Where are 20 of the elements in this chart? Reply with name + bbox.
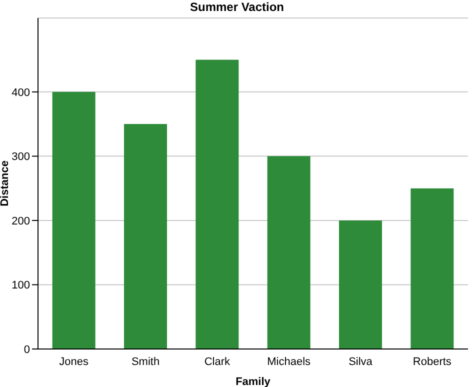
y-tick-label: 300 bbox=[12, 151, 30, 164]
y-axis-title: Distance bbox=[0, 160, 11, 206]
x-tick-label: Smith bbox=[131, 356, 160, 368]
x-tick-label: Silva bbox=[348, 356, 374, 368]
x-tick-label: Jones bbox=[59, 356, 90, 368]
x-tick-label: Roberts bbox=[412, 356, 452, 368]
x-tick-label: Michaels bbox=[267, 356, 312, 368]
y-tick-label: 400 bbox=[12, 86, 30, 99]
bar bbox=[410, 188, 454, 349]
bar bbox=[52, 92, 96, 349]
x-tick-label: Clark bbox=[204, 356, 230, 368]
bar bbox=[196, 60, 239, 349]
y-tick-label: 100 bbox=[12, 280, 30, 292]
chart-title: Summer Vaction bbox=[188, 0, 286, 14]
bar bbox=[267, 156, 310, 349]
x-axis-title: Family bbox=[236, 376, 272, 387]
y-tick-label: 200 bbox=[12, 215, 30, 228]
bar bbox=[339, 220, 382, 349]
bar bbox=[124, 124, 167, 349]
y-tick-label: 0 bbox=[24, 344, 30, 356]
